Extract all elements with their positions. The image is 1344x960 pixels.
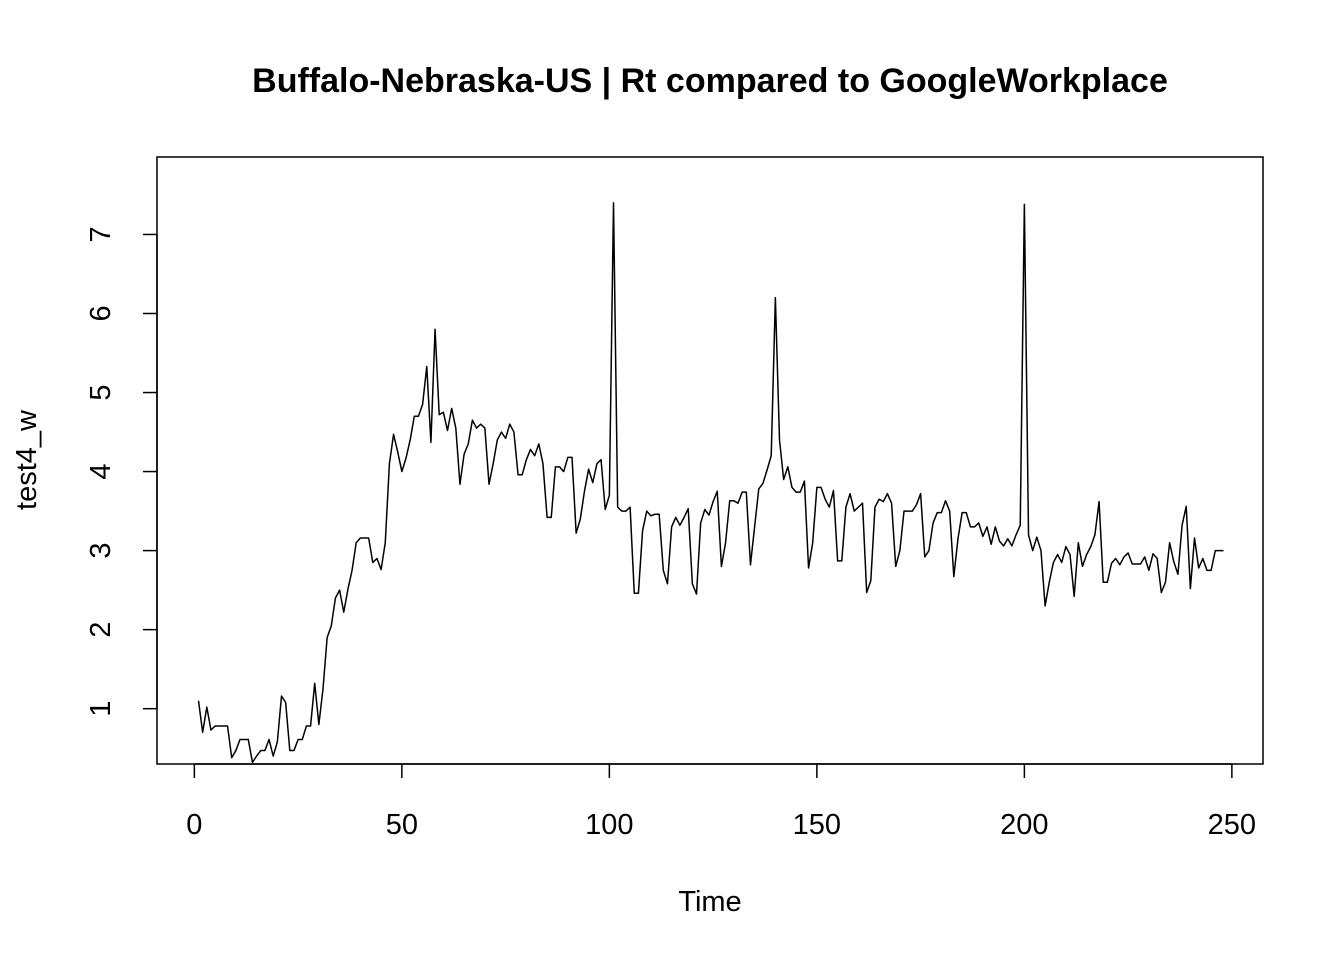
chart-title: Buffalo-Nebraska-US | Rt compared to Goo… (252, 62, 1168, 100)
x-axis-label: Time (678, 886, 741, 918)
y-tick-label: 4 (85, 463, 117, 479)
y-axis: 1 2 3 4 5 6 7 (85, 226, 158, 717)
y-tick-label: 2 (85, 622, 117, 638)
x-tick-label: 100 (585, 809, 633, 841)
y-tick-label: 1 (85, 701, 117, 717)
x-tick-label: 200 (1000, 809, 1048, 841)
y-tick-label: 3 (85, 543, 117, 559)
y-axis-label: test4_w (11, 409, 43, 510)
x-tick-label: 50 (386, 809, 418, 841)
y-tick-label: 5 (85, 384, 117, 400)
series-line (197, 202, 1224, 764)
x-tick-label: 150 (793, 809, 841, 841)
y-tick-label: 6 (85, 305, 117, 321)
x-tick-label: 250 (1208, 809, 1256, 841)
x-axis: 0 50 100 150 200 250 (186, 763, 1256, 841)
x-tick-label: 0 (186, 809, 202, 841)
plot-frame (156, 156, 1264, 765)
y-tick-label: 7 (85, 226, 117, 242)
